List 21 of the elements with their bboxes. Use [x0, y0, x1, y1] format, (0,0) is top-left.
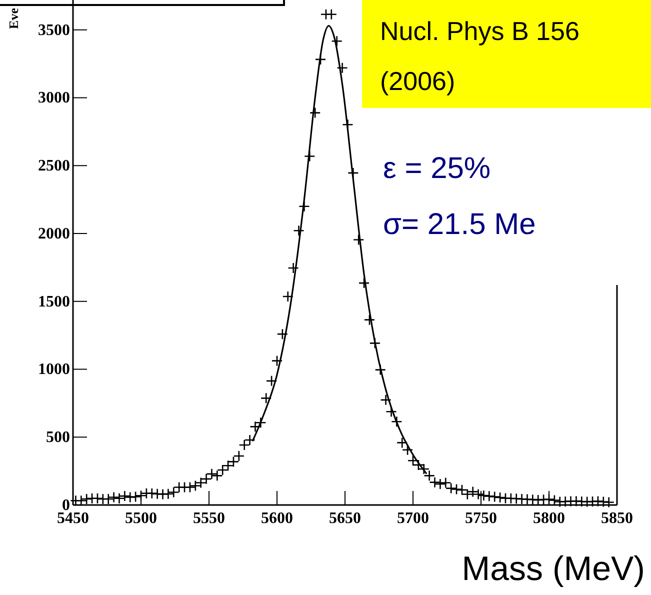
- x-tick-label: 5500: [125, 510, 157, 527]
- x-tick-label: 5550: [193, 510, 225, 527]
- y-tick-label: 500: [46, 429, 70, 446]
- y-tick-label: 3000: [38, 90, 70, 107]
- x-tick-label: 5700: [397, 510, 429, 527]
- x-tick-label: 5600: [261, 510, 293, 527]
- x-tick-label: 5650: [329, 510, 361, 527]
- y-tick-label: 1000: [38, 361, 70, 378]
- x-tick-label: 5750: [465, 510, 497, 527]
- x-tick-label: 5800: [533, 510, 565, 527]
- x-axis-title: Mass (MeV): [462, 550, 645, 588]
- annotation: σ= 21.5 Me: [383, 208, 536, 241]
- annotation: Nucl. Phys B 156: [380, 16, 580, 46]
- annotation: (2006): [380, 66, 456, 96]
- y-tick-label: 2500: [38, 158, 70, 175]
- annotation: ε = 25%: [383, 152, 491, 185]
- y-tick-label: 2000: [38, 225, 70, 242]
- y-tick-label: 3500: [38, 22, 70, 39]
- y-tick-label: 1500: [38, 293, 70, 310]
- x-tick-label: 5850: [601, 510, 633, 527]
- y-axis-title: Eve: [6, 8, 21, 29]
